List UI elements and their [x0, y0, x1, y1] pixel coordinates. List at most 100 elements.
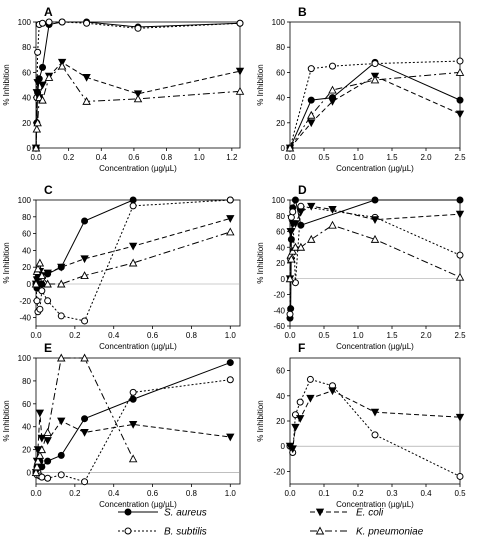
x-tick-label: 0.6: [147, 489, 159, 498]
y-tick-label: 100: [272, 196, 286, 205]
series-line: [289, 224, 461, 279]
data-point: [57, 353, 66, 362]
series-line: [289, 205, 461, 315]
data-point: [133, 90, 143, 99]
panel-letter: C: [44, 183, 53, 197]
data-point: [38, 280, 46, 288]
data-point: [81, 478, 89, 486]
chart-panel-a: 0 20 40 60 80 100 0.0 0.2 0.4 0.6 0.8 1.0 1.2 Concent…: [2, 5, 245, 173]
legend-item-e-coli: E. coli: [310, 508, 384, 519]
y-tick-label: 0: [27, 469, 32, 478]
series-k-pneumoniae: [285, 67, 465, 152]
y-tick-label: 0: [281, 144, 286, 153]
data-point: [33, 456, 43, 465]
data-point: [296, 415, 305, 423]
data-point: [236, 19, 244, 27]
y-axis-label: % Inhibition: [256, 64, 265, 105]
data-point: [57, 61, 67, 70]
y-tick-label: 100: [18, 196, 32, 205]
y-tick-label: 80: [22, 213, 31, 222]
data-point: [128, 242, 138, 251]
data-point: [45, 18, 53, 26]
data-point: [370, 75, 380, 84]
x-tick-label: 0.5: [454, 489, 466, 498]
data-point: [34, 48, 42, 56]
data-point: [43, 428, 52, 436]
legend-marker: [315, 526, 325, 535]
plot-frame: [289, 357, 461, 485]
y-tick-label: 100: [18, 354, 32, 363]
data-point: [226, 227, 235, 236]
y-tick-label: 20: [22, 119, 31, 128]
panel-letter: F: [298, 341, 305, 355]
data-point: [129, 202, 137, 210]
series-line: [35, 217, 231, 285]
y-tick-label: 40: [276, 243, 285, 252]
data-point: [328, 387, 337, 396]
x-axis-label: Concentration (µg/µL): [99, 500, 177, 509]
data-point: [44, 297, 52, 305]
chart-panel-d: -60 -40 -20 0 20 40 60 80 100 0.0 0.5 1.0 1.5 2.0 2.5 C…: [256, 183, 466, 351]
legend-item-s-aureus: S. aureus: [118, 508, 207, 519]
data-point: [370, 216, 380, 225]
y-tick-label: 80: [276, 43, 285, 52]
y-axis-label: % Inhibition: [256, 400, 265, 441]
x-tick-label: 0.5: [318, 153, 330, 162]
x-tick-label: 1.0: [225, 489, 237, 498]
data-point: [235, 86, 245, 95]
data-point: [43, 269, 52, 278]
data-point: [128, 421, 138, 429]
y-tick-label: 20: [22, 446, 31, 455]
x-tick-label: 0.6: [128, 153, 140, 162]
x-tick-label: 0.2: [69, 331, 81, 340]
x-tick-label: 0.0: [30, 153, 42, 162]
legend-marker: [124, 527, 132, 535]
plot-frame: [289, 21, 461, 149]
y-tick-label: 20: [276, 417, 285, 426]
x-tick-label: 0.4: [96, 153, 108, 162]
plot-frame: [35, 199, 241, 327]
data-point: [306, 110, 316, 119]
series-e-coli: [285, 387, 465, 454]
data-point: [226, 433, 235, 442]
x-tick-label: 1.0: [225, 331, 237, 340]
x-axis-label: Concentration (µg/µL): [336, 164, 414, 173]
data-point: [31, 468, 41, 476]
data-point: [296, 398, 304, 406]
series-line: [289, 75, 461, 149]
x-tick-label: 0.3: [386, 489, 398, 498]
data-point: [371, 431, 379, 439]
data-point: [235, 67, 245, 76]
data-point: [43, 279, 52, 288]
data-point: [57, 312, 65, 320]
chart-panel-c: -40 -20 0 20 40 60 80 100 0.0 0.2 0.4 0.6 0.8 1.0 Conc…: [2, 183, 241, 351]
legend-marker: [124, 508, 132, 516]
data-point: [35, 450, 45, 459]
data-point: [44, 474, 52, 482]
y-tick-label: 60: [276, 68, 285, 77]
data-point: [80, 353, 89, 362]
x-tick-label: 0.0: [284, 153, 296, 162]
x-axis-label: Concentration (µg/µL): [336, 500, 414, 509]
series-k-pneumoniae: [285, 220, 465, 283]
data-point: [82, 74, 91, 82]
y-tick-label: 80: [22, 43, 31, 52]
data-point: [291, 196, 299, 204]
data-point: [297, 221, 305, 229]
legend-label: B. subtilis: [164, 527, 207, 538]
data-point: [32, 89, 41, 97]
x-tick-label: 0.0: [30, 489, 42, 498]
data-point: [455, 272, 465, 281]
data-point: [32, 462, 42, 471]
data-point: [456, 472, 464, 480]
data-point: [57, 471, 65, 479]
series-b-subtilis: [32, 376, 234, 486]
x-tick-label: 2.5: [454, 153, 466, 162]
data-point: [307, 65, 315, 73]
x-tick-label: 0.4: [108, 489, 120, 498]
data-point: [133, 94, 143, 103]
y-tick-label: 40: [22, 423, 31, 432]
data-point: [128, 454, 138, 463]
data-point: [287, 228, 296, 236]
series-k-pneumoniae: [31, 353, 138, 476]
